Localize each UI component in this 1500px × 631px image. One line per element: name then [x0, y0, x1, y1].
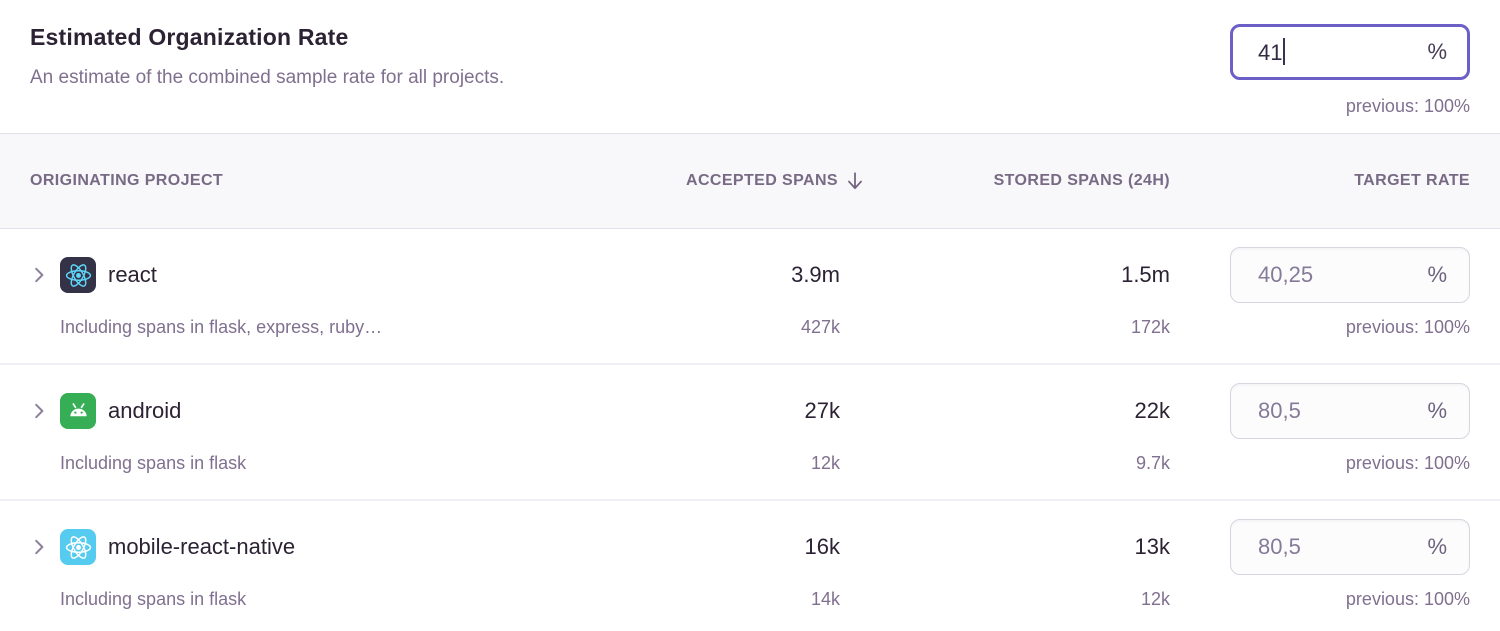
- stored-spans-value: 13k: [1134, 534, 1170, 559]
- page-subtitle: An estimate of the combined sample rate …: [30, 67, 505, 88]
- project-cell: android: [30, 393, 510, 429]
- column-header-originating-project[interactable]: ORIGINATING PROJECT: [30, 172, 224, 189]
- project-cell: react: [30, 257, 510, 293]
- react-native-platform-icon: [60, 529, 96, 565]
- accepted-spans-subvalue: 427k: [800, 316, 840, 337]
- percent-suffix: %: [1427, 39, 1447, 64]
- percent-suffix: %: [1427, 534, 1447, 559]
- stored-spans-value: 1.5m: [1121, 262, 1170, 287]
- column-header-stored-spans[interactable]: STORED SPANS (24H): [993, 172, 1170, 189]
- text-caret: [1283, 38, 1286, 65]
- project-subtext: Including spans in flask, express, ruby…: [60, 316, 383, 337]
- target-rate-input[interactable]: 80,5 %: [1230, 383, 1470, 439]
- previous-rate-label: previous: 100%: [1345, 96, 1470, 116]
- previous-rate-label: previous: 100%: [1345, 316, 1470, 337]
- column-header-target-rate: TARGET RATE: [1354, 172, 1470, 189]
- expand-chevron-icon[interactable]: [30, 402, 48, 420]
- accepted-spans-subvalue: 14k: [810, 588, 840, 609]
- column-header-accepted-spans[interactable]: ACCEPTED SPANS: [510, 170, 862, 192]
- android-platform-icon: [60, 393, 96, 429]
- table-row-react: react 3.9m 1.5m 40,25 % Including spans …: [0, 247, 1500, 365]
- stored-spans-subvalue: 9.7k: [1135, 452, 1170, 473]
- accepted-spans-value: 16k: [804, 534, 840, 559]
- sort-descending-icon: [844, 170, 866, 192]
- accepted-spans-value: 3.9m: [791, 262, 840, 287]
- organization-rate-value: 41: [1258, 38, 1286, 66]
- target-rate-input[interactable]: 80,5 %: [1230, 519, 1470, 575]
- project-name[interactable]: android: [108, 398, 182, 423]
- expand-chevron-icon[interactable]: [30, 538, 48, 556]
- project-cell: mobile-react-native: [30, 529, 510, 565]
- table-header: ORIGINATING PROJECT ACCEPTED SPANS STORE…: [0, 133, 1500, 229]
- expand-chevron-icon[interactable]: [30, 266, 48, 284]
- stored-spans-subvalue: 12k: [1140, 588, 1170, 609]
- panel-header-text: Estimated Organization Rate An estimate …: [30, 24, 504, 89]
- project-name[interactable]: mobile-react-native: [108, 534, 296, 559]
- project-name[interactable]: react: [108, 262, 157, 287]
- react-platform-icon: [60, 257, 96, 293]
- stored-spans-subvalue: 172k: [1130, 316, 1170, 337]
- page-title: Estimated Organization Rate: [30, 24, 349, 50]
- table-row-android: android 27k 22k 80,5 % Including spans i…: [0, 383, 1500, 501]
- previous-rate-label: previous: 100%: [1345, 452, 1470, 473]
- project-subtext: Including spans in flask: [60, 452, 247, 473]
- org-rate-controls: 41 % previous: 100%: [1230, 24, 1470, 117]
- project-subtext: Including spans in flask: [60, 588, 247, 609]
- percent-suffix: %: [1427, 398, 1447, 423]
- accepted-spans-value: 27k: [804, 398, 840, 423]
- previous-rate-label: previous: 100%: [1345, 588, 1470, 609]
- table-row-mobile-react-native: mobile-react-native 16k 13k 80,5 % Inclu…: [0, 519, 1500, 631]
- percent-suffix: %: [1427, 262, 1447, 287]
- stored-spans-value: 22k: [1134, 398, 1170, 423]
- panel-header: Estimated Organization Rate An estimate …: [0, 0, 1500, 133]
- accepted-spans-subvalue: 12k: [810, 452, 840, 473]
- target-rate-input[interactable]: 40,25 %: [1230, 247, 1470, 303]
- organization-rate-input[interactable]: 41 %: [1230, 24, 1470, 80]
